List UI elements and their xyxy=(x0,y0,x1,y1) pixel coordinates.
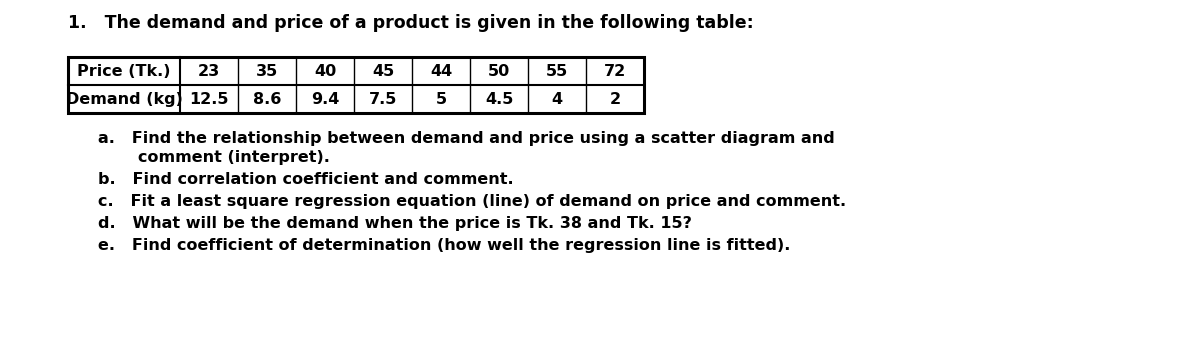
Text: Price (Tk.): Price (Tk.) xyxy=(77,64,170,78)
Text: 44: 44 xyxy=(430,64,452,78)
Text: e.   Find coefficient of determination (how well the regression line is fitted).: e. Find coefficient of determination (ho… xyxy=(98,238,791,253)
Text: 7.5: 7.5 xyxy=(368,92,397,107)
Text: Demand (kg): Demand (kg) xyxy=(66,92,182,107)
Text: 1.   The demand and price of a product is given in the following table:: 1. The demand and price of a product is … xyxy=(68,14,754,32)
Text: d.   What will be the demand when the price is Tk. 38 and Tk. 15?: d. What will be the demand when the pric… xyxy=(98,216,692,231)
Text: 9.4: 9.4 xyxy=(311,92,340,107)
Text: 35: 35 xyxy=(256,64,278,78)
Text: 4: 4 xyxy=(552,92,563,107)
Bar xyxy=(68,57,644,113)
Text: 40: 40 xyxy=(314,64,336,78)
Text: b.   Find correlation coefficient and comment.: b. Find correlation coefficient and comm… xyxy=(98,172,514,187)
Text: 50: 50 xyxy=(488,64,510,78)
Text: 72: 72 xyxy=(604,64,626,78)
Text: 8.6: 8.6 xyxy=(253,92,281,107)
Text: 12.5: 12.5 xyxy=(190,92,229,107)
Text: 5: 5 xyxy=(436,92,446,107)
Text: comment (interpret).: comment (interpret). xyxy=(138,150,330,165)
Text: 2: 2 xyxy=(610,92,620,107)
Text: a.   Find the relationship between demand and price using a scatter diagram and: a. Find the relationship between demand … xyxy=(98,131,835,146)
Text: 4.5: 4.5 xyxy=(485,92,514,107)
Text: 55: 55 xyxy=(546,64,568,78)
Text: 23: 23 xyxy=(198,64,220,78)
Text: 45: 45 xyxy=(372,64,394,78)
Text: c.   Fit a least square regression equation (line) of demand on price and commen: c. Fit a least square regression equatio… xyxy=(98,194,846,209)
